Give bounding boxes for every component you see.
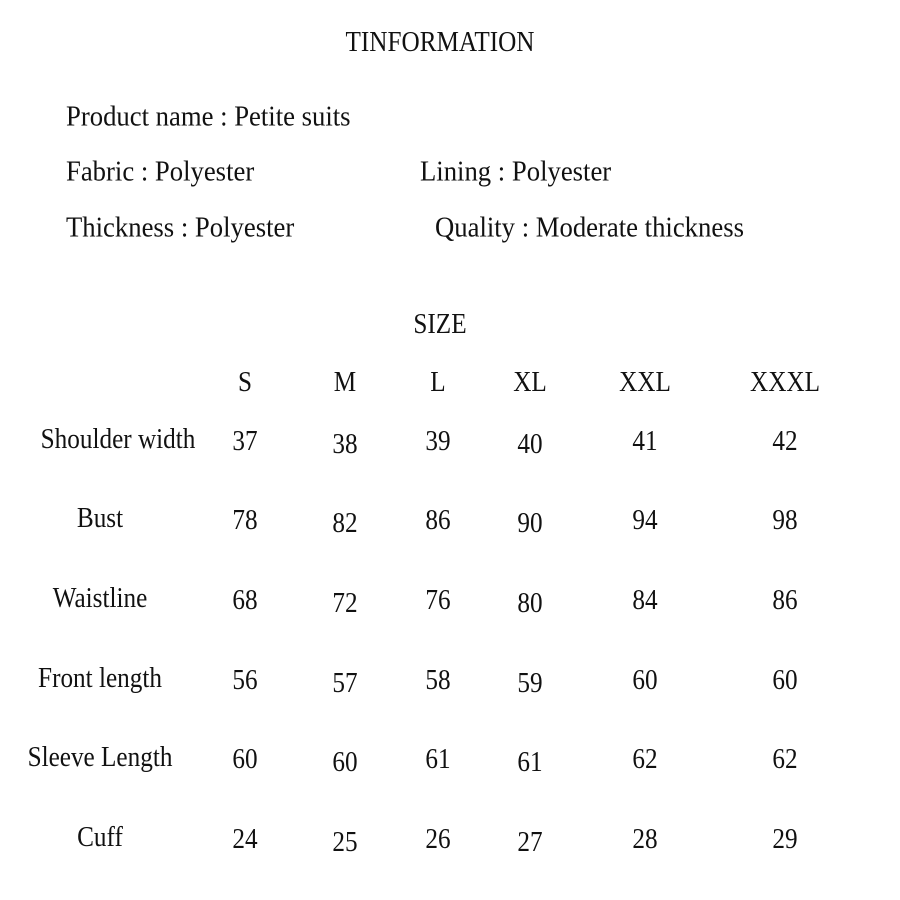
table-cell: 59	[517, 668, 543, 699]
table-cell: 78	[232, 505, 258, 536]
table-cell: 58	[425, 665, 451, 696]
table-cell: 80	[517, 588, 543, 619]
table-cell: 61	[425, 744, 451, 775]
thickness: Thickness : Polyester	[66, 211, 295, 244]
table-cell: 68	[232, 585, 258, 616]
table-cell: 40	[517, 429, 543, 460]
page-title: TINFORMATION	[345, 27, 535, 58]
column-header: L	[430, 367, 446, 398]
table-cell: 84	[632, 585, 658, 616]
table-cell: 25	[332, 827, 358, 858]
table-cell: 60	[332, 747, 358, 778]
table-cell: 26	[425, 824, 451, 855]
table-cell: 27	[517, 827, 543, 858]
column-header: XL	[513, 367, 547, 398]
table-cell: 90	[517, 508, 543, 539]
table-cell: 86	[772, 585, 798, 616]
table-cell: 56	[232, 665, 258, 696]
table-cell: 42	[772, 426, 798, 457]
table-cell: 37	[232, 426, 258, 457]
table-cell: 28	[632, 824, 658, 855]
table-cell: 61	[517, 747, 543, 778]
table-cell: 94	[632, 505, 658, 536]
row-label: Waistline	[52, 583, 148, 614]
lining: Lining : Polyester	[420, 155, 612, 188]
product-name: Product name : Petite suits	[66, 100, 351, 133]
row-label: Front length	[38, 663, 162, 694]
size-heading: SIZE	[413, 309, 467, 340]
fabric: Fabric : Polyester	[66, 155, 255, 188]
row-label: Bust	[76, 503, 124, 534]
table-cell: 60	[232, 744, 258, 775]
table-cell: 60	[772, 665, 798, 696]
table-cell: 29	[772, 824, 798, 855]
column-header: XXL	[619, 367, 671, 398]
table-cell: 39	[425, 426, 451, 457]
column-header: S	[237, 367, 253, 398]
table-cell: 60	[632, 665, 658, 696]
table-cell: 57	[332, 668, 358, 699]
table-cell: 72	[332, 588, 358, 619]
table-cell: 38	[332, 429, 358, 460]
table-cell: 62	[772, 744, 798, 775]
table-cell: 82	[332, 508, 358, 539]
quality: Quality : Moderate thickness	[435, 211, 744, 244]
table-cell: 76	[425, 585, 451, 616]
row-label: Sleeve Length	[27, 742, 173, 773]
table-cell: 41	[632, 426, 658, 457]
table-cell: 98	[772, 505, 798, 536]
column-header: M	[333, 367, 357, 398]
table-cell: 62	[632, 744, 658, 775]
row-label: Shoulder width	[40, 424, 196, 455]
column-header: XXXL	[750, 367, 820, 398]
row-label: Cuff	[77, 822, 123, 853]
table-cell: 24	[232, 824, 258, 855]
table-cell: 86	[425, 505, 451, 536]
